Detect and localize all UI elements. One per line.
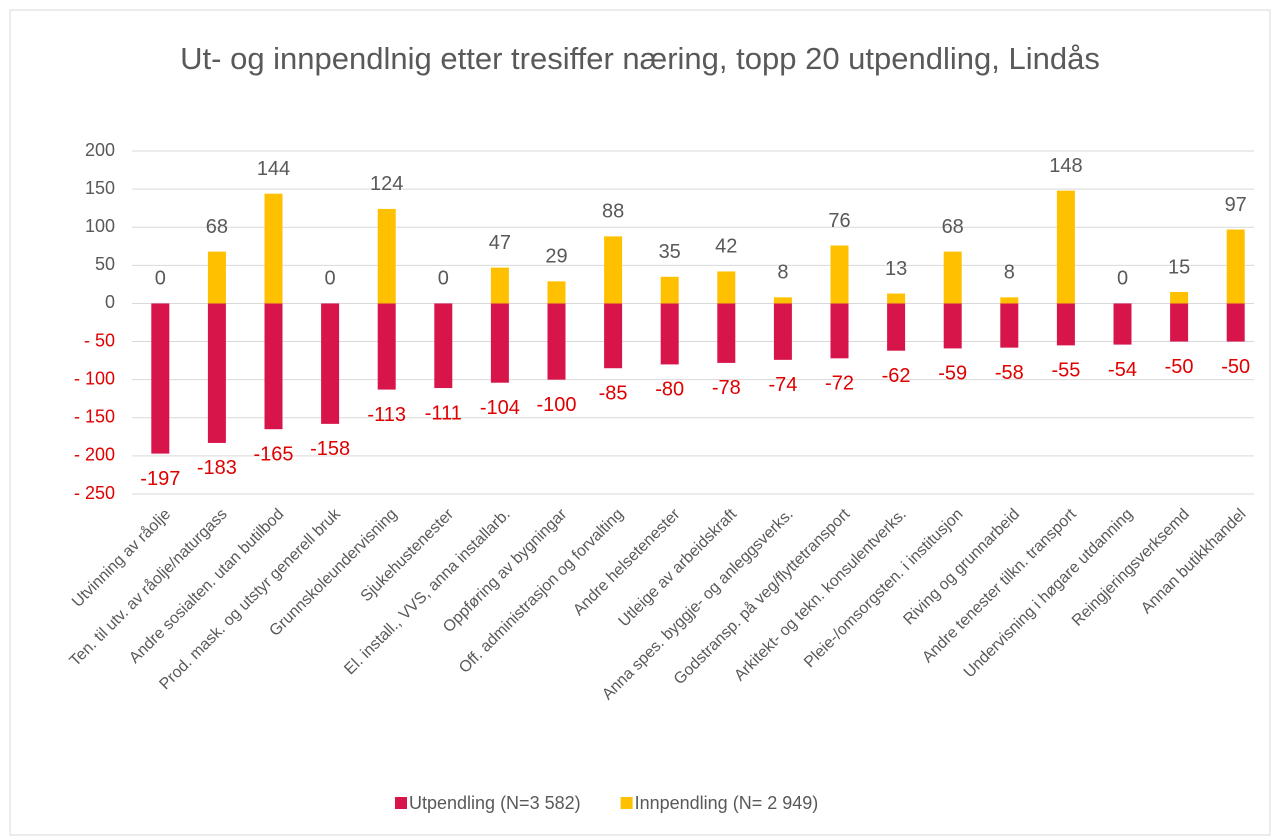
bar — [717, 303, 736, 363]
data-label: -78 — [712, 377, 741, 399]
data-label: 13 — [885, 258, 907, 280]
y-tick-label: 0 — [105, 292, 115, 312]
bar — [207, 303, 226, 443]
bar — [1000, 303, 1019, 348]
bar — [943, 251, 962, 304]
data-label: 0 — [155, 268, 166, 290]
data-label: -55 — [1051, 360, 1080, 382]
data-label: -158 — [310, 438, 350, 460]
y-tick-label: - 250 — [74, 483, 115, 503]
bar — [943, 303, 962, 349]
data-label: 68 — [206, 216, 228, 238]
data-label: 148 — [1049, 155, 1082, 177]
bar — [434, 303, 453, 389]
data-label: -104 — [480, 397, 520, 419]
bar — [830, 303, 849, 359]
bar — [490, 267, 509, 304]
bar — [1056, 190, 1075, 304]
bar — [1226, 303, 1245, 342]
data-label: -62 — [882, 365, 911, 387]
y-tick-label: - 50 — [84, 330, 115, 350]
bar — [264, 193, 283, 304]
data-label: 0 — [438, 268, 449, 290]
data-label: -165 — [253, 443, 293, 465]
data-label: 15 — [1168, 256, 1190, 278]
x-tick-label: Utvinning av råolje — [68, 505, 174, 611]
data-label: 97 — [1225, 194, 1247, 216]
y-tick-label: 100 — [85, 216, 115, 236]
data-label: -100 — [536, 394, 576, 416]
bar — [1226, 229, 1245, 304]
y-tick-label: 50 — [95, 254, 115, 274]
data-label: 8 — [1004, 262, 1015, 284]
legend-label: Utpendling (N=3 582) — [409, 793, 581, 813]
data-label: -197 — [140, 468, 180, 490]
data-label: -113 — [367, 404, 406, 426]
data-label: -74 — [768, 374, 797, 396]
data-label: -183 — [197, 457, 237, 479]
data-label: -50 — [1221, 356, 1250, 378]
y-tick-label: 200 — [85, 140, 115, 160]
bar — [660, 276, 679, 304]
bar — [547, 281, 566, 304]
y-tick-label: - 100 — [74, 368, 115, 388]
bar — [1000, 297, 1019, 304]
legend-swatch — [395, 797, 407, 809]
legend-label: Innpendling (N= 2 949) — [635, 793, 819, 813]
bar — [377, 303, 396, 390]
bar — [1170, 292, 1189, 304]
bar — [717, 271, 736, 304]
data-label: 88 — [602, 201, 624, 223]
data-label: 0 — [325, 268, 336, 290]
x-tick-label: Riving og grunnarbeid — [900, 506, 1023, 629]
bar — [321, 303, 340, 424]
data-label: -111 — [425, 402, 462, 424]
bar — [264, 303, 283, 430]
x-tick-label: Annan butikkhandel — [1138, 506, 1249, 617]
chart-border — [9, 9, 1271, 836]
bar — [604, 303, 623, 369]
x-tick-label: Andre helsetenester — [570, 505, 684, 619]
y-tick-label: - 150 — [74, 407, 115, 427]
data-label: 42 — [715, 236, 737, 258]
data-label: 0 — [1117, 268, 1128, 290]
bar — [604, 236, 623, 304]
data-label: 68 — [942, 216, 964, 238]
chart-title: Ut- og innpendlnig etter tresiffer nærin… — [180, 41, 1100, 76]
data-label: -72 — [825, 373, 854, 395]
bar — [490, 303, 509, 383]
data-label: 144 — [257, 158, 290, 180]
data-label: 8 — [777, 262, 788, 284]
data-label: 29 — [545, 246, 567, 268]
legend-swatch — [620, 797, 633, 809]
bar — [547, 303, 566, 380]
bar — [830, 245, 849, 304]
data-label: 35 — [659, 241, 681, 263]
bar — [660, 303, 679, 365]
data-label: -50 — [1165, 356, 1194, 378]
data-label: -54 — [1108, 359, 1137, 381]
data-label: -58 — [995, 362, 1024, 384]
y-tick-label: 150 — [85, 178, 115, 198]
bar — [207, 251, 226, 304]
bar — [1056, 303, 1075, 346]
data-label: 47 — [489, 232, 511, 254]
bar — [1170, 303, 1189, 342]
bar — [773, 297, 792, 304]
y-tick-label: - 200 — [74, 445, 115, 465]
data-label: -85 — [599, 383, 628, 405]
bar — [773, 303, 792, 360]
data-label: -59 — [938, 363, 967, 385]
bar — [887, 303, 906, 351]
bar — [1113, 303, 1132, 345]
data-label: 76 — [828, 210, 850, 232]
bar — [377, 208, 396, 304]
data-label: -80 — [655, 379, 684, 401]
bar — [887, 293, 906, 304]
data-label: 124 — [370, 173, 403, 195]
bar — [151, 303, 170, 454]
